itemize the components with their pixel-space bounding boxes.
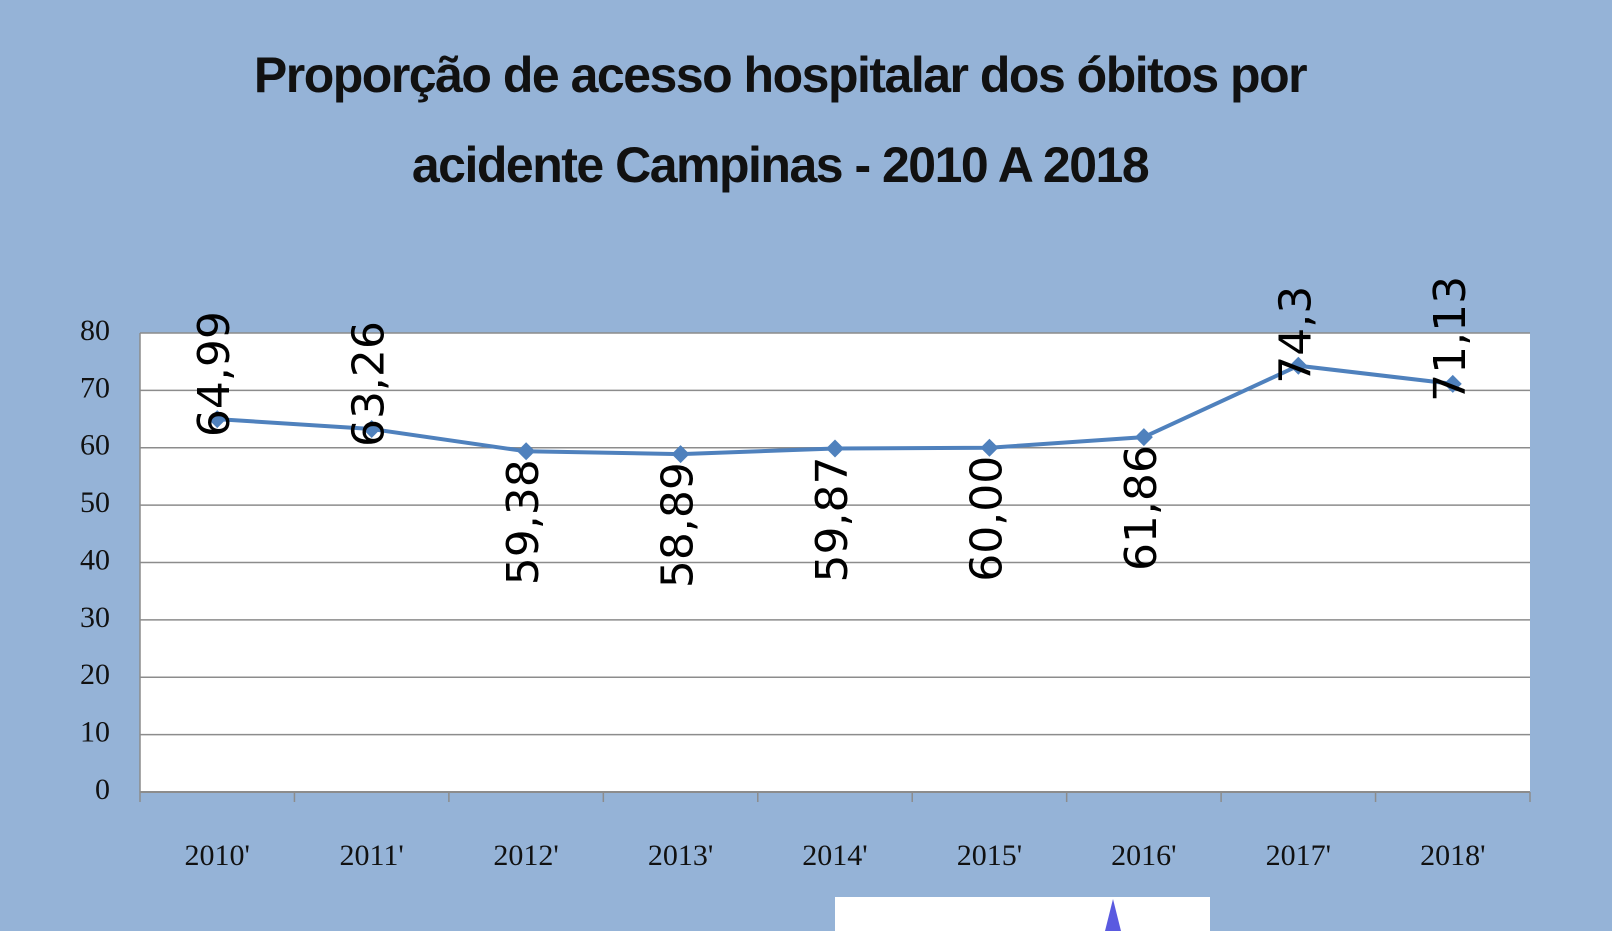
x-tick-label: 2010': [185, 839, 250, 872]
y-tick-label: 0: [95, 773, 110, 806]
marker: [1289, 356, 1308, 375]
x-tick-label: 2015': [957, 839, 1022, 872]
data-label: 74,3: [1270, 286, 1321, 384]
y-tick-label: 50: [80, 486, 110, 519]
data-label: 61,86: [1116, 445, 1167, 571]
data-label: 64,99: [189, 311, 240, 437]
y-tick-label: 70: [80, 371, 110, 404]
x-tick-label: 2017': [1266, 839, 1331, 872]
x-tick-label: 2016': [1111, 839, 1176, 872]
x-tick-label: 2012': [493, 839, 558, 872]
marker: [208, 410, 227, 429]
overlay-arrow: [1105, 899, 1121, 931]
marker: [362, 420, 381, 439]
y-tick-label: 20: [80, 658, 110, 691]
data-label: 60,00: [961, 456, 1012, 582]
y-tick-label: 40: [80, 543, 110, 576]
marker: [980, 438, 999, 457]
marker: [517, 442, 536, 461]
data-label: 71,13: [1425, 276, 1476, 402]
y-tick-label: 10: [80, 716, 110, 749]
y-tick-label: 80: [80, 314, 110, 347]
marker: [671, 445, 690, 464]
marker: [1443, 374, 1462, 393]
overlay-box: [835, 897, 1210, 931]
x-tick-label: 2011': [340, 839, 404, 872]
data-label: 59,87: [807, 456, 858, 582]
x-tick-label: 2018': [1420, 839, 1485, 872]
y-tick-label: 30: [80, 601, 110, 634]
y-tick-label: 60: [80, 429, 110, 462]
chart-title: Proporção de acesso hospitalar dos óbito…: [253, 47, 1308, 193]
marker: [1134, 428, 1153, 447]
data-label: 59,38: [498, 459, 549, 585]
x-tick-label: 2013': [648, 839, 713, 872]
x-tick-label: 2014': [802, 839, 867, 872]
data-label: 63,26: [344, 321, 395, 447]
marker: [826, 439, 844, 458]
data-label: 58,89: [653, 462, 704, 588]
